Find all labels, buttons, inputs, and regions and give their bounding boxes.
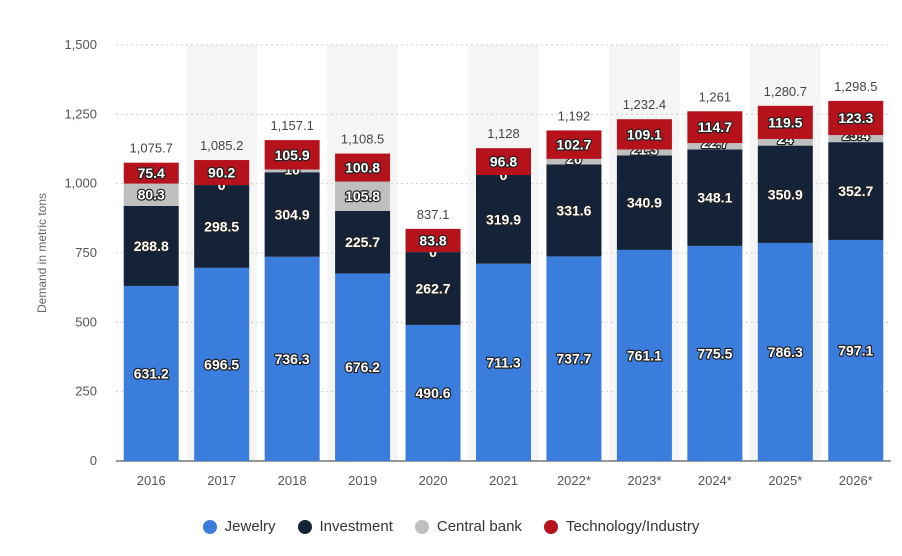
legend-item-technology-industry[interactable]: Technology/Industry xyxy=(544,518,699,535)
legend-swatch-central-bank xyxy=(415,520,429,534)
x-tick-label-2024: 2024* xyxy=(698,473,732,488)
total-label-2016: 1,075.7 xyxy=(130,141,173,156)
x-tick-label-2020: 2020 xyxy=(419,473,448,488)
data-label-investment-2020: 262.7 xyxy=(416,281,451,297)
data-label-technology-industry-2017: 90.2 xyxy=(208,165,235,181)
data-label-technology-industry-2018: 105.9 xyxy=(275,147,310,163)
legend-item-jewelry[interactable]: Jewelry xyxy=(203,518,276,535)
data-label-investment-2019: 225.7 xyxy=(345,234,380,250)
data-label-investment-2023: 340.9 xyxy=(627,195,662,211)
x-tick-label-2016: 2016 xyxy=(137,473,166,488)
total-label-2018: 1,157.1 xyxy=(270,118,313,133)
x-tick-label-2023: 2023* xyxy=(627,473,661,488)
data-label-investment-2017: 298.5 xyxy=(204,218,239,234)
x-tick-label-2022: 2022* xyxy=(557,473,591,488)
total-label-2017: 1,085.2 xyxy=(200,138,243,153)
data-label-jewelry-2026: 797.1 xyxy=(838,342,873,358)
total-label-2026: 1,298.5 xyxy=(834,79,877,94)
x-tick-label-2021: 2021 xyxy=(489,473,518,488)
legend-swatch-jewelry xyxy=(203,520,217,534)
legend-item-central-bank[interactable]: Central bank xyxy=(415,518,522,535)
legend-label-jewelry: Jewelry xyxy=(225,518,276,535)
y-tick-label-1250: 1,250 xyxy=(64,106,97,121)
data-label-investment-2016: 288.8 xyxy=(134,238,169,254)
data-label-jewelry-2016: 631.2 xyxy=(134,365,169,381)
data-label-jewelry-2025: 786.3 xyxy=(768,344,803,360)
legend-label-central-bank: Central bank xyxy=(437,518,522,535)
data-label-investment-2022: 331.6 xyxy=(556,202,591,218)
total-label-2019: 1,108.5 xyxy=(341,132,384,147)
data-label-jewelry-2018: 736.3 xyxy=(275,351,310,367)
data-label-jewelry-2017: 696.5 xyxy=(204,356,239,372)
y-axis-title: Demand in metric tons xyxy=(35,193,49,313)
data-label-investment-2026: 352.7 xyxy=(838,183,873,199)
legend: Jewelry Investment Central bank Technolo… xyxy=(0,518,902,535)
data-label-technology-industry-2020: 83.8 xyxy=(419,232,446,248)
data-label-technology-industry-2022: 102.7 xyxy=(556,137,591,153)
stacked-bar-chart: 0 250 500 750 1,000 1,250 1,500 Demand in metri… xyxy=(0,0,902,515)
data-label-technology-industry-2024: 114.7 xyxy=(698,119,732,135)
total-label-2025: 1,280.7 xyxy=(764,84,807,99)
legend-swatch-technology-industry xyxy=(544,520,558,534)
data-label-technology-industry-2021: 96.8 xyxy=(490,154,517,170)
data-label-technology-industry-2025: 119.5 xyxy=(768,114,802,130)
data-label-jewelry-2020: 490.6 xyxy=(416,385,451,401)
x-tick-label-2018: 2018 xyxy=(278,473,307,488)
total-label-2024: 1,261 xyxy=(699,89,732,104)
data-label-jewelry-2024: 775.5 xyxy=(697,345,732,361)
x-tick-label-2025: 2025* xyxy=(768,473,802,488)
data-label-central-bank-2019: 105.8 xyxy=(345,188,380,204)
data-label-investment-2024: 348.1 xyxy=(697,190,732,206)
total-label-2020: 837.1 xyxy=(417,207,450,222)
y-tick-label-250: 250 xyxy=(75,384,97,399)
x-tick-label-2017: 2017 xyxy=(207,473,236,488)
data-label-investment-2025: 350.9 xyxy=(768,186,803,202)
x-tick-label-2026: 2026* xyxy=(839,473,873,488)
legend-label-investment: Investment xyxy=(320,518,393,535)
data-label-technology-industry-2026: 123.3 xyxy=(838,110,873,126)
data-label-jewelry-2021: 711.3 xyxy=(486,354,520,370)
data-label-central-bank-2016: 80.3 xyxy=(138,187,165,203)
y-tick-label-500: 500 xyxy=(75,314,97,329)
data-label-technology-industry-2016: 75.4 xyxy=(138,165,165,181)
legend-label-technology-industry: Technology/Industry xyxy=(566,518,699,535)
data-label-technology-industry-2019: 100.8 xyxy=(345,160,380,176)
data-label-jewelry-2022: 737.7 xyxy=(556,351,591,367)
total-label-2021: 1,128 xyxy=(487,126,520,141)
y-tick-label-0: 0 xyxy=(90,453,97,468)
data-label-technology-industry-2023: 109.1 xyxy=(627,126,662,142)
data-label-investment-2018: 304.9 xyxy=(275,207,310,223)
data-label-jewelry-2023: 761.1 xyxy=(627,347,662,363)
y-tick-label-1000: 1,000 xyxy=(64,176,97,191)
x-tick-label-2019: 2019 xyxy=(348,473,377,488)
y-tick-label-750: 750 xyxy=(75,245,97,260)
data-label-jewelry-2019: 676.2 xyxy=(345,359,380,375)
y-tick-label-1500: 1,500 xyxy=(64,37,97,52)
total-label-2023: 1,232.4 xyxy=(623,97,666,112)
total-label-2022: 1,192 xyxy=(558,108,591,123)
legend-swatch-investment xyxy=(298,520,312,534)
legend-item-investment[interactable]: Investment xyxy=(298,518,393,535)
data-label-investment-2021: 319.9 xyxy=(486,211,521,227)
